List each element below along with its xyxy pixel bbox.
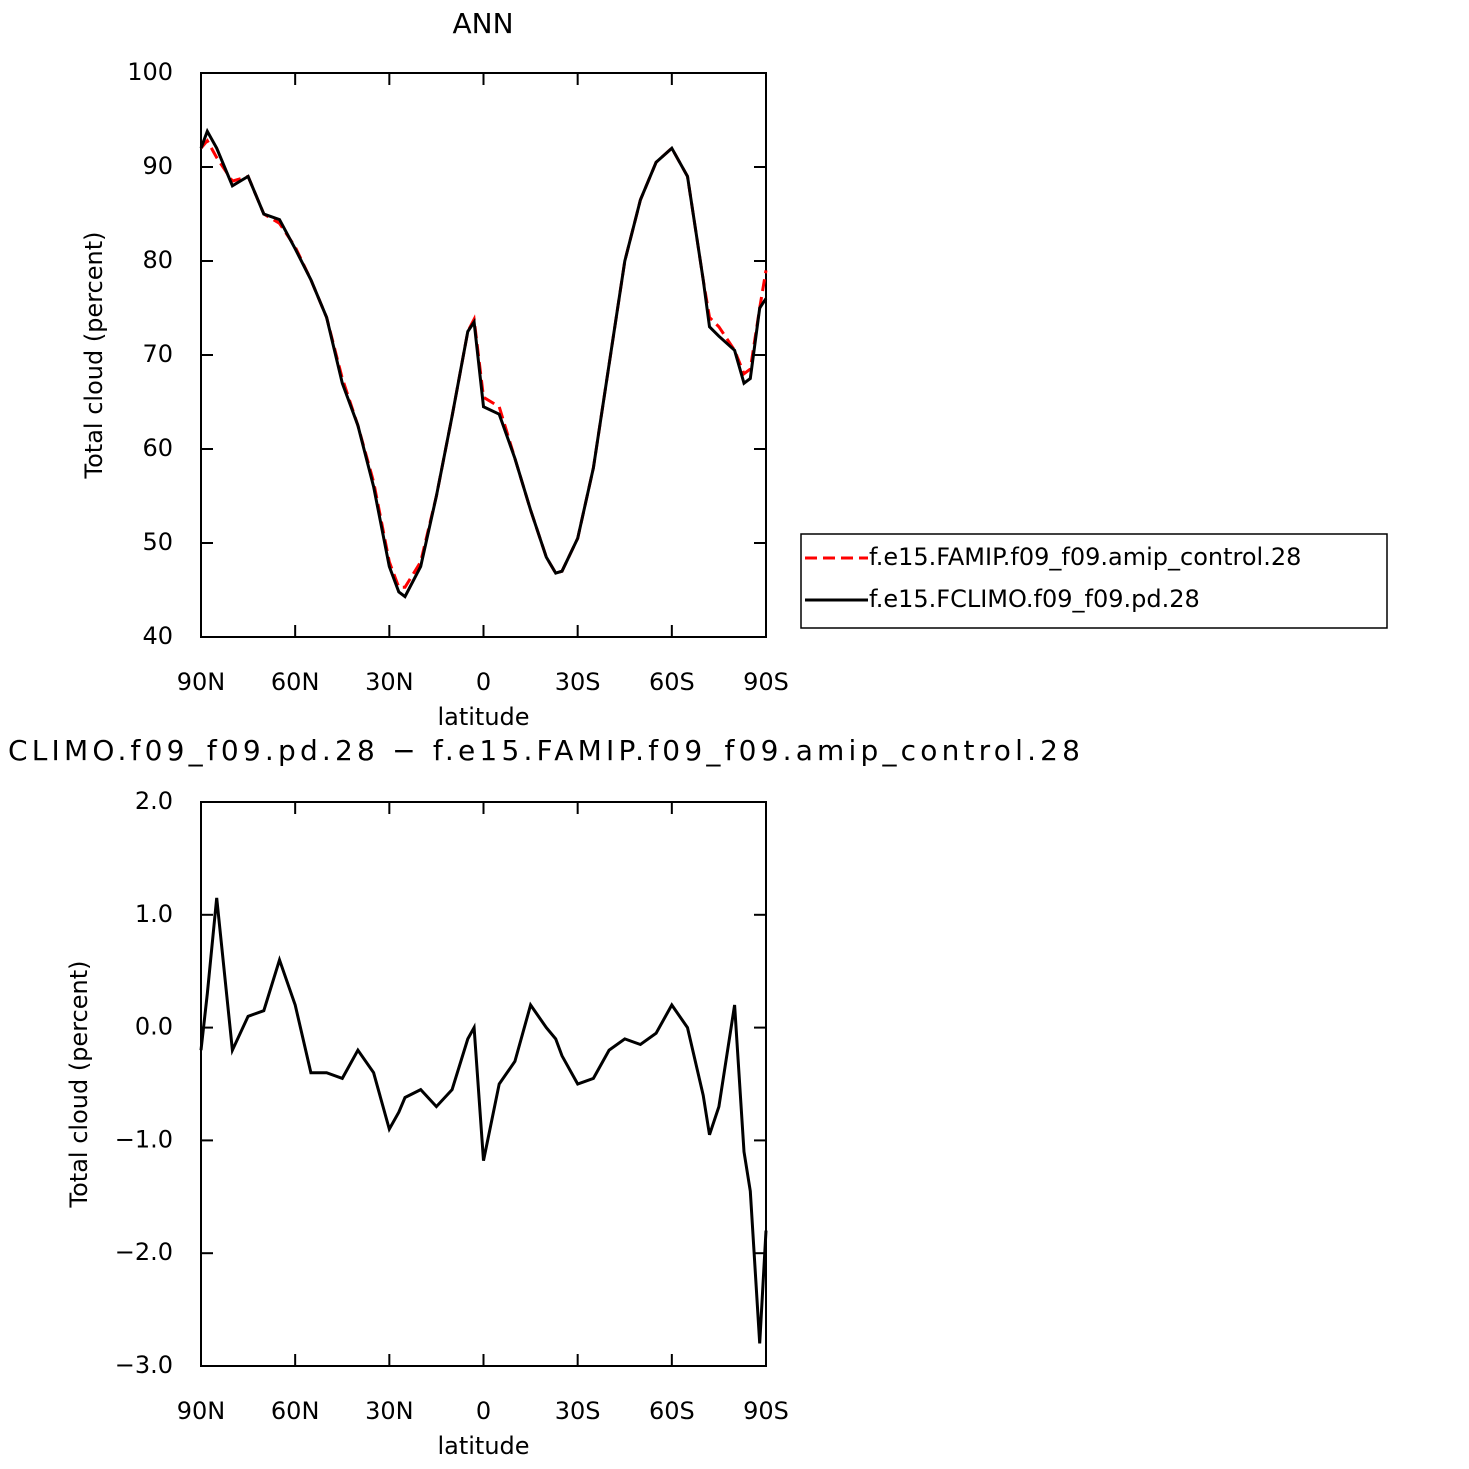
x-tick-label: 90S bbox=[743, 1397, 789, 1425]
y-tick-label: 50 bbox=[142, 528, 173, 556]
legend-label: f.e15.FAMIP.f09_f09.amip_control.28 bbox=[869, 543, 1301, 571]
x-tick-label: 60S bbox=[649, 668, 695, 696]
x-tick-label: 30N bbox=[365, 1397, 414, 1425]
x-tick-label: 30S bbox=[555, 1397, 601, 1425]
y-tick-label: −1.0 bbox=[115, 1125, 173, 1153]
data-line bbox=[199, 138, 768, 589]
y-tick-label: 90 bbox=[142, 152, 173, 180]
y-tick-label: 100 bbox=[127, 58, 173, 86]
x-axis-label: latitude bbox=[437, 1432, 529, 1460]
y-tick-label: 70 bbox=[142, 340, 173, 368]
x-tick-label: 60N bbox=[271, 668, 320, 696]
y-tick-label: 40 bbox=[142, 622, 173, 650]
x-tick-label: 0 bbox=[476, 668, 491, 696]
x-tick-label: 60S bbox=[649, 1397, 695, 1425]
x-tick-label: 30S bbox=[555, 668, 601, 696]
x-tick-label: 90N bbox=[177, 668, 226, 696]
y-axis-label: Total cloud (percent) bbox=[65, 961, 93, 1209]
x-tick-label: 60N bbox=[271, 1397, 320, 1425]
x-tick-label: 0 bbox=[476, 1397, 491, 1425]
x-tick-label: 90S bbox=[743, 668, 789, 696]
y-tick-label: 2.0 bbox=[135, 787, 173, 815]
plot-frame bbox=[200, 801, 767, 1367]
y-axis-label: Total cloud (percent) bbox=[80, 232, 108, 480]
y-tick-label: 60 bbox=[142, 434, 173, 462]
chart-title: ANN bbox=[452, 7, 513, 40]
x-tick-label: 90N bbox=[177, 1397, 226, 1425]
x-tick-label: 30N bbox=[365, 668, 414, 696]
y-tick-label: −2.0 bbox=[115, 1238, 173, 1266]
x-axis-label: latitude bbox=[437, 703, 529, 731]
data-line bbox=[199, 127, 768, 599]
y-tick-label: −3.0 bbox=[115, 1351, 173, 1379]
y-tick-label: 1.0 bbox=[135, 900, 173, 928]
y-tick-label: 0.0 bbox=[135, 1013, 173, 1041]
data-line bbox=[199, 897, 768, 1344]
y-tick-label: 80 bbox=[142, 246, 173, 274]
legend-box bbox=[800, 533, 1388, 629]
plot-frame bbox=[200, 72, 767, 638]
chart-title: CLIMO.f09_f09.pd.28 − f.e15.FAMIP.f09_f0… bbox=[8, 734, 1080, 767]
legend-label: f.e15.FCLIMO.f09_f09.pd.28 bbox=[869, 585, 1200, 613]
